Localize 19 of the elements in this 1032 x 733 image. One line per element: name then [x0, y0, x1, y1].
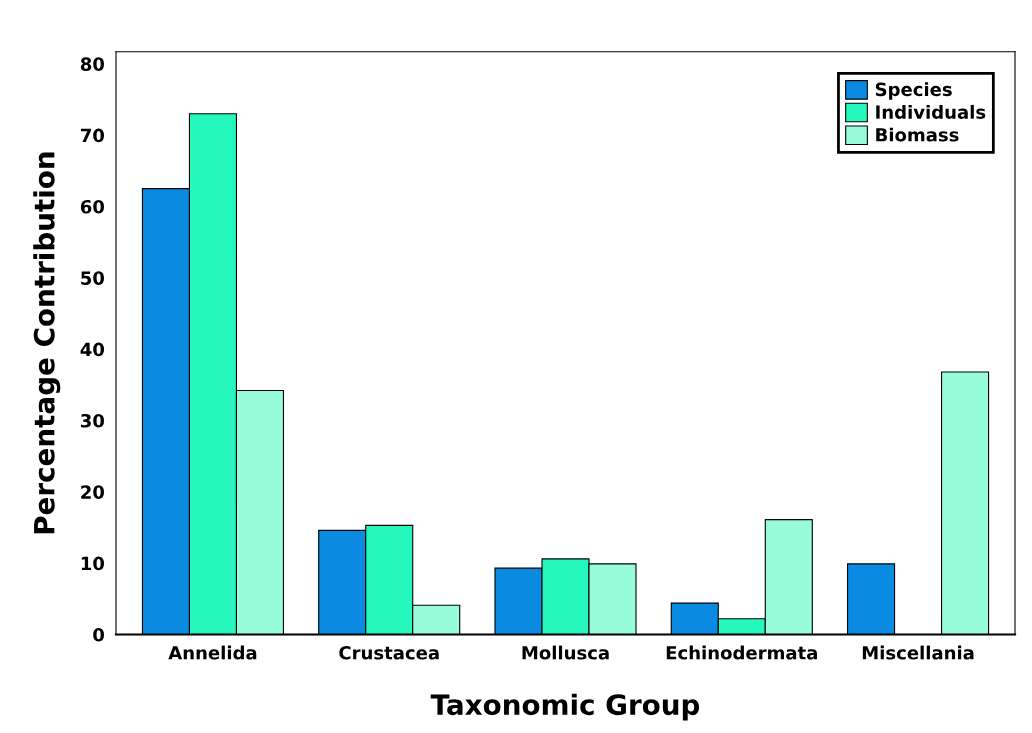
y-tick-label: 80 — [80, 57, 105, 71]
y-tick-label: 20 — [81, 485, 105, 499]
x-tick-label: Mollusca — [522, 645, 609, 660]
x-tick-label: Miscellania — [862, 645, 974, 660]
y-axis-title: Percentage Contribution — [33, 152, 61, 534]
y-tick-label: 0 — [93, 627, 105, 642]
y-tick-label: 60 — [80, 199, 105, 214]
legend-label: Species — [875, 82, 952, 100]
x-tick-label: Echinodermata — [666, 645, 817, 660]
y-tick-label: 70 — [80, 128, 105, 143]
x-tick-label: Annelida — [168, 645, 257, 660]
x-axis-title: Taxonomic Group — [430, 693, 700, 721]
y-tick-label: 50 — [81, 271, 105, 285]
x-tick-label: Crustacea — [339, 645, 439, 660]
legend-label: Biomass — [876, 127, 959, 142]
y-tick-label: 30 — [80, 413, 105, 428]
legend-label: Individuals — [876, 104, 986, 119]
y-tick-label: 40 — [80, 342, 105, 357]
y-tick-label: 10 — [81, 556, 105, 571]
